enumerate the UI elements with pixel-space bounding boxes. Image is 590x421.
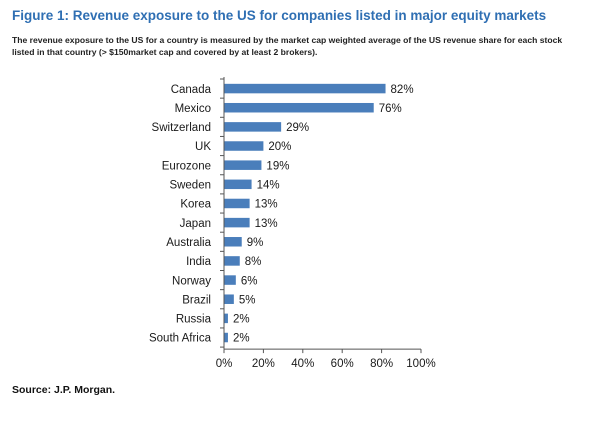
category-label: Mexico bbox=[175, 103, 211, 115]
category-label: UK bbox=[195, 141, 211, 153]
bar-south-africa bbox=[224, 332, 228, 343]
value-label: 9% bbox=[247, 237, 264, 249]
bar-australia bbox=[224, 237, 242, 247]
source-note: Source: J.P. Morgan. bbox=[12, 384, 116, 396]
x-tick-label: 80% bbox=[370, 358, 393, 370]
value-label: 19% bbox=[266, 160, 289, 172]
bar-brazil bbox=[224, 294, 234, 304]
value-label: 13% bbox=[255, 218, 278, 230]
value-label: 5% bbox=[239, 294, 256, 306]
bar-russia bbox=[224, 313, 228, 324]
bar-mexico bbox=[224, 102, 374, 113]
bar-switzerland bbox=[224, 122, 282, 132]
value-label: 2% bbox=[233, 314, 250, 326]
category-label: South Africa bbox=[149, 333, 212, 345]
category-label: Norway bbox=[172, 275, 211, 287]
category-label: Canada bbox=[171, 84, 212, 96]
category-label: Switzerland bbox=[152, 122, 211, 134]
value-label: 14% bbox=[257, 180, 280, 192]
category-label: Sweden bbox=[169, 180, 211, 192]
value-label: 2% bbox=[233, 333, 250, 345]
bar-japan bbox=[224, 217, 250, 228]
x-tick-label: 20% bbox=[252, 358, 275, 370]
value-label: 29% bbox=[286, 122, 309, 134]
category-label: India bbox=[186, 256, 212, 268]
bar-sweden bbox=[224, 179, 252, 190]
bar-norway bbox=[224, 275, 236, 285]
value-label: 6% bbox=[241, 275, 258, 287]
bar-canada bbox=[224, 83, 386, 94]
value-label: 8% bbox=[245, 256, 262, 268]
bar-india bbox=[224, 256, 240, 266]
x-tick-label: 40% bbox=[291, 358, 314, 370]
category-label: Australia bbox=[166, 237, 211, 249]
category-label: Korea bbox=[180, 199, 211, 211]
bar-uk bbox=[224, 141, 264, 151]
value-label: 82% bbox=[391, 84, 414, 96]
bar-korea bbox=[224, 198, 250, 209]
bar-eurozone bbox=[224, 160, 262, 170]
value-label: 76% bbox=[379, 103, 402, 115]
value-label: 13% bbox=[255, 199, 278, 211]
value-label: 20% bbox=[268, 141, 291, 153]
x-tick-label: 60% bbox=[331, 358, 354, 370]
category-label: Japan bbox=[180, 218, 211, 230]
x-tick-label: 100% bbox=[406, 358, 435, 370]
category-label: Russia bbox=[176, 314, 212, 326]
chart-title: Figure 1: Revenue exposure to the US for… bbox=[12, 8, 547, 23]
x-tick-label: 0% bbox=[216, 358, 233, 370]
chart-subtitle: The revenue exposure to the US for a cou… bbox=[12, 35, 563, 57]
category-label: Eurozone bbox=[162, 160, 211, 172]
category-label: Brazil bbox=[182, 294, 211, 306]
